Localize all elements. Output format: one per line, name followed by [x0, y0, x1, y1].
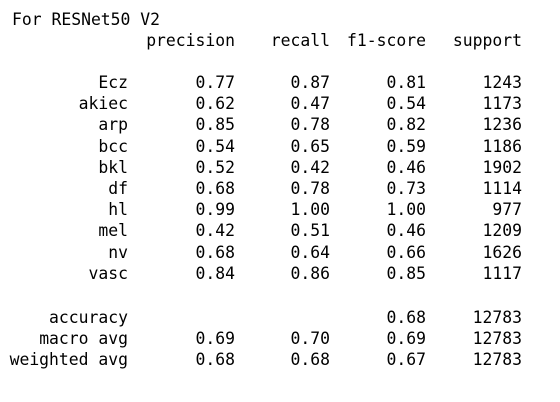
f1-score-value: 0.85: [386, 263, 426, 283]
recall-value: 1.00: [290, 200, 330, 220]
row-label: macro avg: [39, 329, 128, 349]
header-f1-score: f1-score: [347, 31, 426, 50]
table-row: akiec 0.62 0.47 0.54 1173: [0, 93, 560, 114]
f1-score-value: 0.82: [386, 115, 426, 135]
table-row: bkl 0.52 0.42 0.46 1902: [0, 157, 560, 178]
support-value: 1902: [482, 157, 522, 177]
summary-row: macro avg 0.69 0.70 0.69 12783: [0, 328, 560, 349]
precision-value: 0.42: [195, 221, 235, 241]
precision-value: 0.68: [195, 242, 235, 262]
support-value: 1626: [482, 242, 522, 262]
precision-value: 0.84: [195, 263, 235, 283]
table-row: arp 0.85 0.78 0.82 1236: [0, 114, 560, 135]
precision-value: 0.77: [195, 73, 235, 92]
header-precision: precision: [146, 31, 235, 50]
f1-score-value: 0.54: [386, 94, 426, 114]
support-value: 1209: [482, 221, 522, 241]
f1-score-value: 0.81: [386, 73, 426, 92]
row-label: weighted avg: [9, 350, 128, 370]
support-value: 12783: [472, 350, 522, 370]
f1-score-value: 0.59: [386, 136, 426, 156]
precision-value: 0.62: [195, 94, 235, 114]
support-value: 1117: [482, 263, 522, 283]
support-value: 977: [492, 200, 522, 220]
row-label: mel: [98, 221, 128, 241]
row-label: hl: [108, 200, 128, 220]
recall-value: 0.64: [290, 242, 330, 262]
recall-value: 0.86: [290, 263, 330, 283]
recall-value: 0.47: [290, 94, 330, 114]
table-row: vasc 0.84 0.86 0.85 1117: [0, 263, 560, 284]
support-value: 12783: [472, 308, 522, 327]
header-row: precision recall f1-score support: [0, 30, 560, 51]
f1-score-value: 0.46: [386, 221, 426, 241]
recall-value: 0.68: [290, 350, 330, 370]
precision-value: 0.85: [195, 115, 235, 135]
table-row: hl 0.99 1.00 1.00 977: [0, 199, 560, 220]
row-label: accuracy: [49, 308, 128, 327]
f1-score-value: 0.68: [386, 308, 426, 327]
precision-value: 0.69: [195, 329, 235, 349]
summary-row: weighted avg 0.68 0.68 0.67 12783: [0, 349, 560, 370]
f1-score-value: 0.69: [386, 329, 426, 349]
summary-row: accuracy 0.68 12783: [0, 307, 560, 328]
recall-value: 0.78: [290, 179, 330, 198]
table-row: mel 0.42 0.51 0.46 1209: [0, 220, 560, 241]
precision-value: 0.68: [195, 179, 235, 198]
report-title: For RESNet50 V2: [12, 10, 161, 29]
row-label: arp: [98, 115, 128, 135]
recall-value: 0.42: [290, 157, 330, 177]
precision-value: 0.52: [195, 157, 235, 177]
table-row: bcc 0.54 0.65 0.59 1186: [0, 136, 560, 157]
support-value: 1236: [482, 115, 522, 135]
table-row: nv 0.68 0.64 0.66 1626: [0, 242, 560, 263]
f1-score-value: 0.46: [386, 157, 426, 177]
precision-value: 0.54: [195, 136, 235, 156]
f1-score-value: 0.67: [386, 350, 426, 370]
table-row: df 0.68 0.78 0.73 1114: [0, 178, 560, 199]
recall-value: 0.65: [290, 136, 330, 156]
row-label: df: [108, 179, 128, 198]
recall-value: 0.70: [290, 329, 330, 349]
support-value: 1243: [482, 73, 522, 92]
recall-value: 0.51: [290, 221, 330, 241]
support-value: 1186: [482, 136, 522, 156]
support-value: 12783: [472, 329, 522, 349]
support-value: 1173: [482, 94, 522, 114]
f1-score-value: 1.00: [386, 200, 426, 220]
support-value: 1114: [482, 179, 522, 198]
precision-value: 0.68: [195, 350, 235, 370]
row-label: vasc: [88, 263, 128, 283]
row-label: akiec: [78, 94, 128, 114]
row-label: bcc: [98, 136, 128, 156]
header-recall: recall: [270, 31, 330, 50]
recall-value: 0.87: [290, 73, 330, 92]
recall-value: 0.78: [290, 115, 330, 135]
table-row: Ecz 0.77 0.87 0.81 1243: [0, 72, 560, 93]
f1-score-value: 0.66: [386, 242, 426, 262]
header-support: support: [452, 31, 522, 50]
f1-score-value: 0.73: [386, 179, 426, 198]
row-label: nv: [108, 242, 128, 262]
row-label: Ecz: [98, 73, 128, 92]
precision-value: 0.99: [195, 200, 235, 220]
row-label: bkl: [98, 157, 128, 177]
